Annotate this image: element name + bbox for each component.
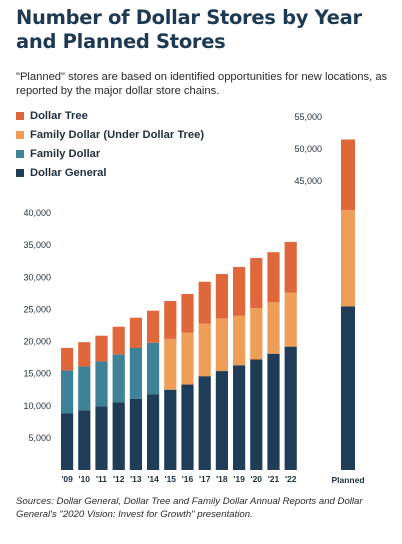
legend-item-family-dollar: Family Dollar: [16, 146, 204, 162]
bar-dollar-general: [129, 398, 142, 470]
bar-dollar-tree: [198, 281, 211, 324]
planned-bar-dollar-tree: [341, 139, 355, 211]
bar-dollar-tree: [95, 335, 108, 362]
legend-label: Dollar General: [30, 167, 107, 179]
legend-item-family-dollar-under-dollar-tree: Family Dollar (Under Dollar Tree): [16, 127, 204, 143]
bar-dollar-general: [267, 353, 280, 470]
legend-label: Family Dollar (Under Dollar Tree): [30, 129, 205, 141]
bar-family-dollar-under-dollar-tree: [164, 338, 177, 390]
y-tick-label: 15,000: [23, 369, 51, 379]
x-tick-label: '21: [268, 474, 280, 484]
bar-dollar-tree: [233, 266, 246, 316]
bar-dollar-tree: [164, 301, 177, 339]
bar-dollar-general: [198, 376, 211, 470]
bar-dollar-tree: [215, 274, 228, 319]
legend-item-dollar-general: Dollar General: [16, 165, 204, 181]
bar-family-dollar: [61, 370, 74, 414]
bar-dollar-tree: [129, 317, 142, 348]
chart-subtitle: "Planned" stores are based on identified…: [16, 71, 388, 97]
legend-swatch: [16, 150, 24, 158]
bar-dollar-tree: [250, 257, 263, 309]
x-tick-label: '15: [165, 474, 177, 484]
planned-x-tick-label: Planned: [331, 475, 364, 485]
bar-family-dollar-under-dollar-tree: [233, 315, 246, 366]
bar-family-dollar-under-dollar-tree: [250, 308, 263, 360]
planned-y-tick-label: 50,000: [294, 144, 322, 154]
x-tick-label: '10: [79, 474, 91, 484]
y-tick-label: 25,000: [23, 304, 51, 314]
bar-family-dollar: [95, 361, 108, 407]
legend-swatch: [16, 112, 24, 120]
bar-dollar-general: [78, 410, 91, 470]
bar-dollar-tree: [112, 326, 125, 355]
legend-swatch: [16, 169, 24, 177]
bar-dollar-general: [95, 406, 108, 470]
bar-dollar-tree: [147, 310, 160, 343]
bar-dollar-general: [112, 402, 125, 470]
bar-dollar-general: [215, 371, 228, 470]
bar-family-dollar-under-dollar-tree: [198, 323, 211, 377]
y-tick-label: 40,000: [23, 208, 51, 218]
x-tick-label: '16: [182, 474, 194, 484]
bar-dollar-tree: [181, 293, 194, 333]
bar-family-dollar-under-dollar-tree: [215, 318, 228, 372]
planned-y-tick-label: 55,000: [294, 112, 322, 122]
bar-family-dollar-under-dollar-tree: [267, 302, 280, 354]
x-tick-label: '20: [251, 474, 263, 484]
legend-item-dollar-tree: Dollar Tree: [16, 108, 204, 124]
planned-y-tick-label: 45,000: [294, 176, 322, 186]
bar-dollar-general: [284, 346, 297, 470]
bar-family-dollar: [147, 342, 160, 395]
bar-dollar-general: [147, 394, 160, 470]
y-tick-label: 20,000: [23, 337, 51, 347]
x-tick-label: '22: [285, 474, 297, 484]
chart-source: Sources: Dollar General, Dollar Tree and…: [16, 496, 363, 520]
bar-dollar-tree: [61, 347, 74, 371]
x-tick-label: '13: [130, 474, 142, 484]
legend-label: Family Dollar: [30, 148, 101, 160]
bar-dollar-general: [233, 365, 246, 470]
bar-dollar-tree: [78, 342, 91, 367]
x-tick-label: '19: [233, 474, 245, 484]
x-tick-label: '18: [216, 474, 228, 484]
y-tick-label: 30,000: [23, 272, 51, 282]
bar-family-dollar: [129, 347, 142, 399]
legend: Dollar Tree Family Dollar (Under Dollar …: [16, 108, 204, 184]
x-tick-label: '17: [199, 474, 211, 484]
bar-dollar-general: [250, 359, 263, 470]
bar-dollar-tree: [284, 241, 297, 293]
y-tick-label: 5,000: [28, 433, 51, 443]
bar-family-dollar: [78, 366, 91, 411]
chart-title: Number of Dollar Stores by Year and Plan…: [16, 6, 362, 53]
bar-dollar-general: [61, 413, 74, 470]
x-tick-label: '11: [96, 474, 107, 484]
planned-bar-family-dollar-under-dollar-tree: [341, 210, 355, 307]
x-tick-label: '12: [113, 474, 125, 484]
bar-dollar-tree: [267, 252, 280, 303]
legend-label: Dollar Tree: [30, 110, 88, 122]
planned-bar-dollar-general: [341, 306, 355, 470]
bar-dollar-general: [164, 389, 177, 470]
bar-family-dollar: [112, 354, 125, 403]
y-tick-label: 10,000: [23, 401, 51, 411]
y-tick-label: 35,000: [23, 240, 51, 250]
legend-swatch: [16, 131, 24, 139]
bar-family-dollar-under-dollar-tree: [284, 292, 297, 347]
x-tick-label: '14: [147, 474, 159, 484]
bar-family-dollar-under-dollar-tree: [181, 332, 194, 385]
x-tick-label: '09: [61, 474, 73, 484]
bar-dollar-general: [181, 384, 194, 470]
